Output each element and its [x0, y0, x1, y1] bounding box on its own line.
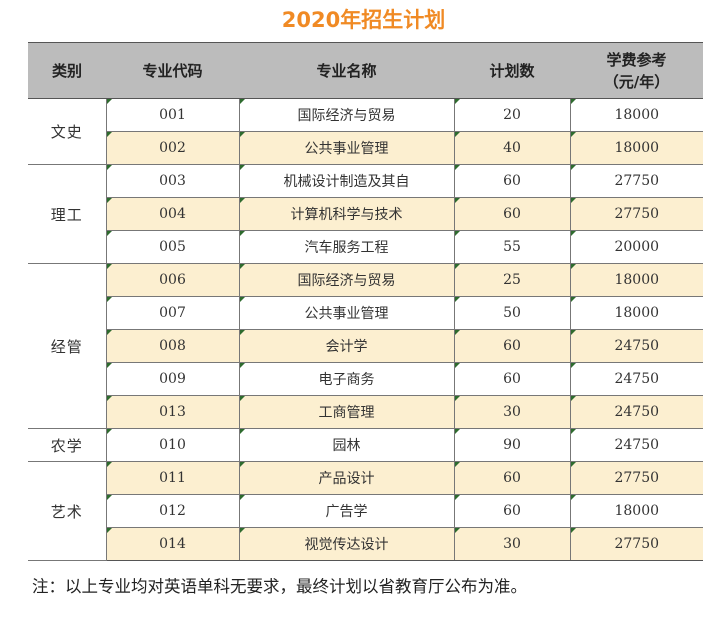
major-name-cell: 会计学	[238, 329, 454, 363]
table-header-row: 类别 专业代码 专业名称 计划数 学费参考 （元/年）	[28, 42, 703, 99]
header-category: 类别	[28, 42, 106, 99]
table-row: 004 计算机科学与技术 60 27750	[28, 197, 703, 231]
tuition-cell: 18000	[569, 494, 703, 528]
header-tuition-label: 学费参考	[606, 50, 667, 69]
table-row: 007 公共事业管理 50 18000	[28, 296, 703, 330]
tuition-cell: 18000	[569, 131, 703, 165]
header-major-name: 专业名称	[239, 42, 454, 99]
major-code-cell: 004	[105, 197, 239, 231]
table-row: 014 视觉传达设计 30 27750	[28, 527, 703, 561]
table-row: 008 会计学 60 24750	[28, 329, 703, 363]
plan-count-cell: 55	[453, 230, 570, 264]
category-cell: 艺术	[28, 461, 106, 561]
plan-count-cell: 60	[453, 362, 570, 396]
footnote: 注：以上专业均对英语单科无要求，最终计划以省教育厅公布为准。	[32, 577, 527, 596]
major-name-cell: 国际经济与贸易	[238, 263, 454, 297]
major-code-cell: 014	[105, 527, 239, 561]
major-name-cell: 公共事业管理	[238, 131, 454, 165]
table-body: 文史 001 国际经济与贸易 20 18000 002 公共事业管理 40 18000 理工 003…	[28, 98, 703, 561]
major-code-cell: 007	[105, 296, 239, 330]
major-name-cell: 计算机科学与技术	[238, 197, 454, 231]
major-code-cell: 012	[105, 494, 239, 528]
category-cell: 经管	[28, 263, 106, 429]
header-tuition: 学费参考 （元/年）	[570, 42, 703, 99]
table-row: 012 广告学 60 18000	[28, 494, 703, 528]
major-code-cell: 010	[105, 428, 239, 462]
tuition-cell: 27750	[569, 527, 703, 561]
category-cell: 文史	[28, 98, 106, 165]
plan-count-cell: 50	[453, 296, 570, 330]
tuition-cell: 24750	[569, 329, 703, 363]
tuition-cell: 24750	[569, 428, 703, 462]
header-major-code: 专业代码	[106, 42, 239, 99]
plan-count-cell: 40	[453, 131, 570, 165]
header-tuition-unit: （元/年）	[603, 72, 670, 91]
table-row: 文史 001 国际经济与贸易 20 18000	[28, 98, 703, 165]
category-cell: 理工	[28, 164, 106, 264]
page-title: 2020年招生计划	[281, 8, 446, 32]
plan-count-cell: 60	[453, 494, 570, 528]
enrollment-plan-table: 类别 专业代码 专业名称 计划数 学费参考 （元/年） 文史 001 国际经济与贸易…	[28, 42, 703, 561]
major-code-cell: 005	[105, 230, 239, 264]
major-code-cell: 002	[105, 131, 239, 165]
major-name-cell: 工商管理	[238, 395, 454, 429]
major-name-cell: 公共事业管理	[238, 296, 454, 330]
major-code-cell: 009	[105, 362, 239, 396]
table-row: 经管 006 国际经济与贸易 25 18000	[28, 263, 703, 429]
plan-count-cell: 30	[453, 527, 570, 561]
major-code-cell: 006	[105, 263, 239, 297]
table-row: 艺术 011 产品设计 60 27750	[28, 461, 703, 561]
major-code-cell: 008	[105, 329, 239, 363]
tuition-cell: 18000	[569, 296, 703, 330]
table-row: 009 电子商务 60 24750	[28, 362, 703, 396]
category-cell: 农学	[28, 428, 106, 462]
major-name-cell: 汽车服务工程	[238, 230, 454, 264]
tuition-cell: 27750	[569, 197, 703, 231]
table-row: 002 公共事业管理 40 18000	[28, 131, 703, 165]
major-name-cell: 电子商务	[238, 362, 454, 396]
plan-count-cell: 60	[453, 329, 570, 363]
plan-count-cell: 20	[453, 98, 570, 132]
tuition-cell: 27750	[569, 461, 703, 495]
table-row: 农学 010 园林 90 24750	[28, 428, 703, 462]
major-code-cell: 011	[105, 461, 239, 495]
plan-count-cell: 90	[453, 428, 570, 462]
plan-count-cell: 25	[453, 263, 570, 297]
major-name-cell: 园林	[238, 428, 454, 462]
tuition-cell: 27750	[569, 164, 703, 198]
major-code-cell: 001	[105, 98, 239, 132]
header-plan-count: 计划数	[454, 42, 570, 99]
plan-count-cell: 60	[453, 461, 570, 495]
tuition-cell: 20000	[569, 230, 703, 264]
table-row: 013 工商管理 30 24750	[28, 395, 703, 429]
major-code-cell: 013	[105, 395, 239, 429]
major-code-cell: 003	[105, 164, 239, 198]
tuition-cell: 18000	[569, 98, 703, 132]
major-name-cell: 产品设计	[238, 461, 454, 495]
plan-count-cell: 60	[453, 164, 570, 198]
major-name-cell: 视觉传达设计	[238, 527, 454, 561]
major-name-cell: 国际经济与贸易	[238, 98, 454, 132]
plan-count-cell: 60	[453, 197, 570, 231]
table-row: 理工 003 机械设计制造及其自 60 27750	[28, 164, 703, 264]
tuition-cell: 24750	[569, 395, 703, 429]
table-row: 005 汽车服务工程 55 20000	[28, 230, 703, 264]
tuition-cell: 24750	[569, 362, 703, 396]
plan-count-cell: 30	[453, 395, 570, 429]
major-name-cell: 广告学	[238, 494, 454, 528]
tuition-cell: 18000	[569, 263, 703, 297]
major-name-cell: 机械设计制造及其自	[238, 164, 454, 198]
